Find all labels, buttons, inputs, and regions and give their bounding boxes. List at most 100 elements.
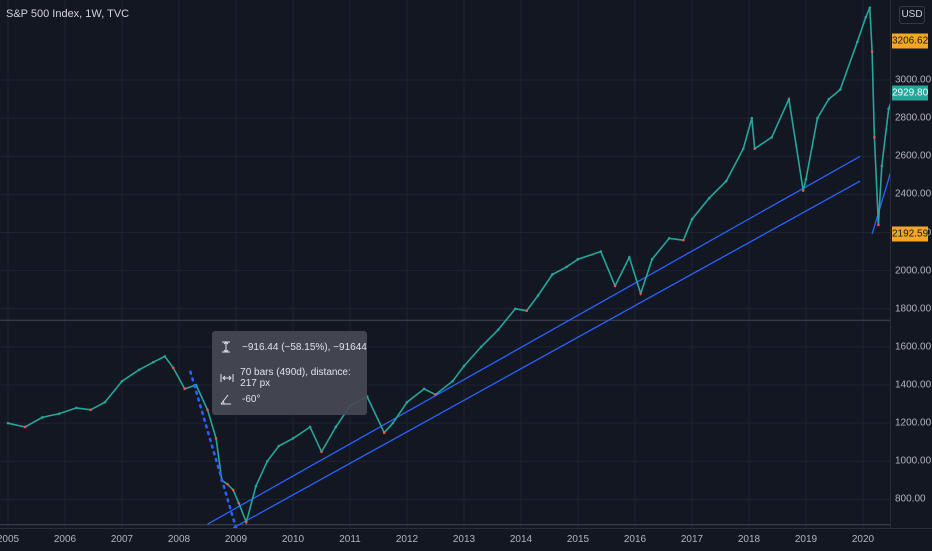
price-point	[514, 307, 517, 311]
price-point	[496, 328, 500, 332]
time-axis-tick: 2017	[680, 534, 704, 545]
price-point	[152, 360, 155, 364]
price-point	[536, 294, 540, 297]
price-point	[434, 393, 437, 396]
price-axis-tick: 1600.00	[895, 341, 932, 353]
price-point	[75, 406, 78, 410]
time-axis-tick: 2015	[566, 534, 590, 545]
price-axis-tick: 2800.00	[895, 112, 932, 124]
price-point	[770, 135, 774, 139]
bars-info-row: 70 bars (490d), distance: 217 px	[220, 367, 367, 389]
price-point	[816, 116, 819, 120]
price-point	[707, 196, 711, 200]
price-change-text: −916.44 (−58.15%), −91644	[242, 341, 367, 353]
horizontal-lines	[0, 319, 890, 526]
price-point	[753, 147, 756, 150]
price-point	[787, 97, 791, 101]
price-point	[870, 50, 874, 53]
bars-range-icon	[220, 372, 234, 384]
price-point	[877, 223, 880, 227]
price-point	[206, 408, 209, 412]
time-axis-tick: 2012	[395, 534, 419, 545]
price-point	[838, 88, 842, 91]
price-point	[226, 482, 229, 486]
currency-button[interactable]: USD	[899, 6, 925, 24]
price-point	[58, 412, 61, 415]
price-point	[690, 217, 694, 221]
price-point	[382, 431, 386, 434]
price-point	[231, 488, 235, 492]
price-point	[880, 164, 884, 168]
price-point	[801, 189, 805, 192]
trend-line	[232, 180, 861, 528]
angle-icon	[220, 393, 236, 405]
price-point	[462, 364, 466, 368]
price-axis-tick: 1400.00	[895, 379, 932, 391]
trend-lines	[207, 155, 890, 528]
price-point	[827, 97, 831, 101]
time-axis-tick: 2014	[509, 534, 533, 545]
price-tag-high: 3206.62	[892, 33, 929, 49]
price-point	[277, 444, 281, 448]
measure-tooltip: −916.44 (−58.15%), −91644 70 bars (490d)…	[212, 331, 367, 415]
price-point	[422, 387, 426, 391]
price-point	[667, 236, 671, 240]
angle-text: -60°	[242, 393, 261, 405]
price-axis-tick: 2600.00	[895, 150, 932, 162]
price-axis-tick: 1000.00	[895, 455, 932, 467]
price-point	[873, 135, 876, 139]
price-point	[391, 421, 395, 425]
trend-line	[871, 172, 890, 235]
price-point	[724, 179, 728, 183]
time-axis-tick: 2007	[110, 534, 134, 545]
trend-line	[207, 155, 861, 525]
price-point	[183, 387, 186, 391]
price-point	[244, 520, 248, 524]
time-axis-tick: 2010	[281, 534, 305, 545]
price-point	[23, 425, 27, 429]
price-point	[650, 257, 654, 261]
time-axis-tick: 2020	[851, 534, 875, 545]
price-axis-tick: 3000.00	[895, 74, 932, 86]
price-point	[320, 450, 323, 454]
price-point	[804, 177, 808, 181]
price-point	[551, 273, 554, 276]
time-axis-tick: 2005	[0, 534, 20, 545]
price-point	[40, 416, 44, 419]
price-axis[interactable]: 800.00 1000.00 1200.00 1400.00 1600.00 1800.0…	[890, 0, 932, 528]
price-axis-tick: 800.00	[895, 493, 926, 505]
time-axis-tick: 2016	[623, 534, 647, 545]
price-point	[750, 116, 754, 120]
time-axis-tick: 2013	[452, 534, 476, 545]
price-point	[613, 284, 617, 288]
price-point	[639, 292, 642, 295]
price-point	[405, 400, 409, 404]
price-point	[856, 40, 859, 44]
price-axis-tick: 2400.00	[895, 188, 932, 200]
price-tag-last: 2929.80	[892, 85, 929, 101]
time-axis[interactable]: 2005 2006 2007 2008 2009 2010 2011 2012 2013 2014…	[0, 528, 932, 551]
price-point	[565, 265, 568, 269]
time-axis-tick: 2019	[794, 534, 818, 545]
time-axis-tick: 2009	[224, 534, 248, 545]
price-point	[599, 250, 603, 253]
time-axis-tick: 2011	[339, 534, 361, 545]
price-point	[6, 421, 10, 425]
price-point	[254, 484, 258, 488]
price-axis-tick: 1200.00	[895, 417, 932, 429]
price-point	[172, 366, 175, 370]
time-axis-tick: 2008	[167, 534, 191, 545]
price-point	[237, 501, 241, 505]
price-point	[89, 408, 92, 412]
price-point	[525, 309, 528, 313]
price-point	[120, 379, 124, 383]
price-point	[334, 425, 338, 429]
price-chart[interactable]	[0, 0, 890, 528]
price-axis-tick: 2000.00	[895, 265, 932, 277]
bars-info-text: 70 bars (490d), distance: 217 px	[240, 367, 351, 389]
chart-title: S&P 500 Index, 1W, TVC	[6, 8, 130, 20]
time-axis-tick: 2006	[53, 534, 77, 545]
price-range-icon	[220, 341, 236, 353]
price-point	[308, 425, 312, 429]
price-point	[628, 256, 631, 259]
